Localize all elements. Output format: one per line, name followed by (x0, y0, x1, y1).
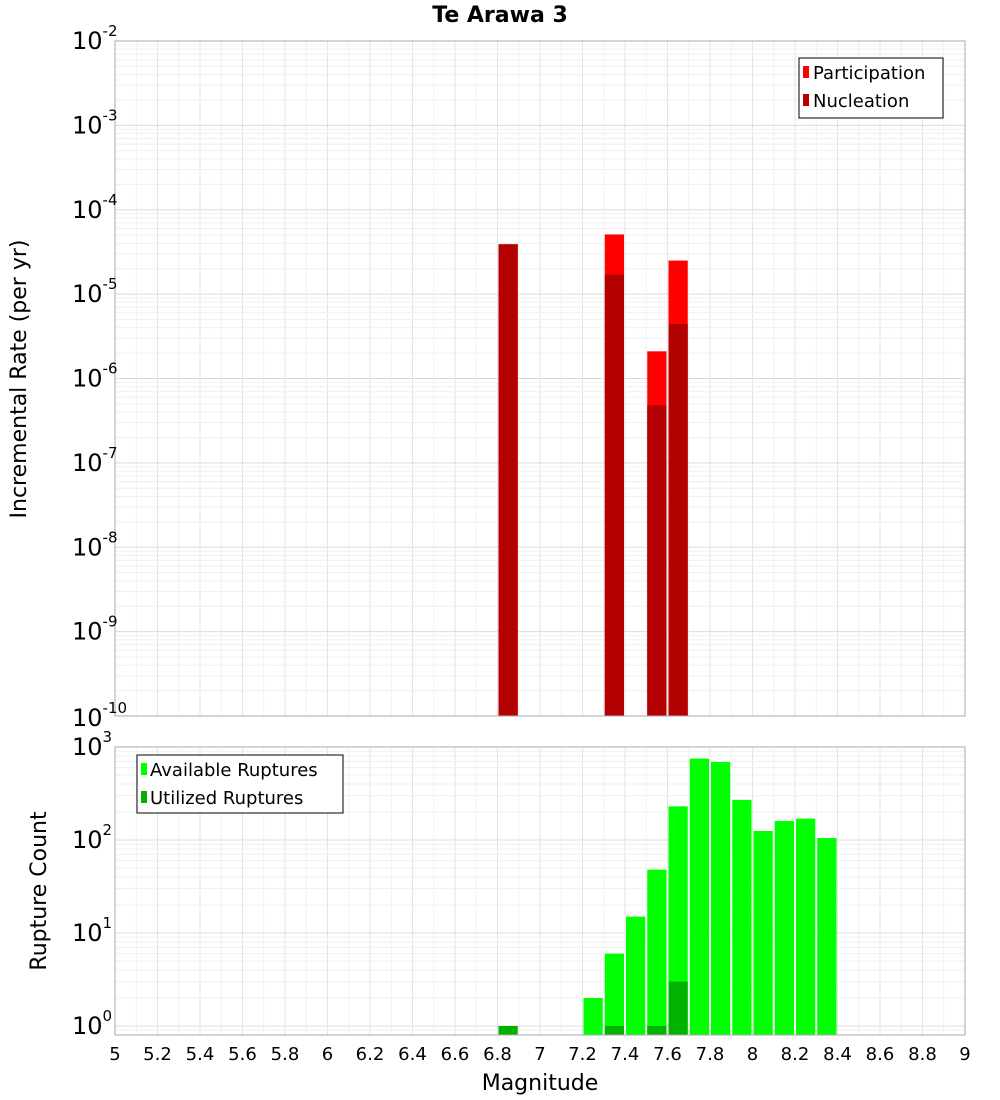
y-tick-label: 10-5 (72, 275, 118, 308)
legend-swatch-nucleation (803, 94, 809, 106)
y-tick-label: 10-4 (72, 191, 118, 224)
bar-utilized-ruptures (647, 1025, 667, 1035)
x-tick-label: 5.4 (186, 1044, 215, 1065)
rate-y-axis-label: Incremental Rate (per yr) (7, 240, 32, 519)
y-tick-label: 10-8 (72, 528, 118, 561)
bar-nucleation (498, 244, 518, 717)
bar-utilized-ruptures (668, 981, 688, 1035)
bar-nucleation (647, 405, 667, 716)
x-tick-label: 6 (322, 1044, 333, 1065)
x-tick-label: 7.6 (653, 1044, 682, 1065)
bar-available-ruptures (817, 838, 837, 1035)
bar-available-ruptures (796, 818, 816, 1035)
legend-swatch-participation (803, 66, 809, 78)
x-tick-label: 7.2 (568, 1044, 597, 1065)
bar-available-ruptures (711, 761, 731, 1035)
count-legend-box (136, 754, 344, 814)
x-tick-label: 7.8 (696, 1044, 725, 1065)
x-tick-label: 8.8 (908, 1044, 937, 1065)
y-tick-label: 102 (72, 821, 112, 854)
legend-label-available: Available Ruptures (150, 760, 318, 781)
rate-y-ticks: 10-10 10-9 10-8 10-7 10-6 10-5 10-4 10-3 10-2 (72, 22, 127, 732)
chart-title: Te Arawa 3 (432, 3, 568, 28)
rate-panel: 10-10 10-9 10-8 10-7 10-6 10-5 10-4 10-3 10-2 In… (7, 22, 966, 732)
bar-utilized-ruptures (498, 1025, 518, 1035)
bar-available-ruptures (732, 799, 752, 1035)
x-tick-label: 5 (109, 1044, 120, 1065)
x-tick-label: 8.2 (781, 1044, 810, 1065)
x-tick-label: 7.4 (611, 1044, 640, 1065)
x-axis-ticks: 5 5.2 5.4 5.6 5.8 6 6.2 6.4 6.6 6.8 7 7.2 7.4 7.6 7.8 8… (109, 1044, 970, 1065)
bar-available-ruptures (583, 997, 603, 1035)
y-tick-label: 10-2 (72, 22, 118, 55)
x-tick-label: 8.4 (823, 1044, 852, 1065)
y-tick-label: 10-9 (72, 613, 118, 646)
bar-available-ruptures (604, 953, 624, 1035)
rate-plot-border (114, 40, 966, 717)
y-tick-label: 101 (72, 914, 112, 947)
bar-utilized-ruptures (604, 1025, 624, 1035)
x-tick-label: 8 (747, 1044, 758, 1065)
rate-gridlines (114, 41, 966, 717)
x-tick-label: 6.4 (398, 1044, 427, 1065)
bar-available-ruptures (626, 916, 646, 1035)
bar-available-ruptures (647, 869, 667, 1035)
y-tick-label: 100 (72, 1007, 112, 1040)
x-tick-label: 6.8 (483, 1044, 512, 1065)
x-tick-label: 5.6 (228, 1044, 257, 1065)
count-bars (498, 758, 837, 1035)
x-tick-label: 5.8 (271, 1044, 300, 1065)
count-y-axis-label: Rupture Count (27, 811, 52, 971)
legend-label-participation: Participation (813, 63, 925, 84)
bar-available-ruptures (689, 758, 709, 1035)
x-tick-label: 6.6 (441, 1044, 470, 1065)
y-tick-label: 103 (72, 728, 112, 761)
bar-available-ruptures (753, 830, 773, 1035)
y-tick-label: 10-10 (72, 699, 127, 732)
y-tick-label: 10-6 (72, 360, 118, 393)
rate-bars (498, 234, 688, 717)
x-tick-label: 7 (534, 1044, 545, 1065)
rate-legend-box (798, 57, 944, 119)
legend-label-nucleation: Nucleation (813, 91, 909, 112)
y-tick-label: 10-3 (72, 106, 118, 139)
rate-legend: Participation Nucleation (798, 57, 944, 119)
count-panel: 100 101 102 103 Rupture Count Available Rup… (27, 728, 966, 1040)
x-tick-label: 5.2 (143, 1044, 172, 1065)
legend-swatch-available (141, 763, 147, 775)
y-tick-label: 10-7 (72, 444, 118, 477)
bar-nucleation (668, 324, 688, 716)
x-tick-label: 8.6 (866, 1044, 895, 1065)
count-y-ticks: 100 101 102 103 (72, 728, 112, 1040)
x-axis-label: Magnitude (482, 1071, 599, 1096)
legend-label-utilized: Utilized Ruptures (150, 788, 303, 809)
count-legend: Available Ruptures Utilized Ruptures (136, 754, 344, 814)
count-plot-border (114, 746, 966, 1036)
bar-available-ruptures (668, 806, 688, 1035)
x-tick-label: 6.2 (356, 1044, 385, 1065)
bar-nucleation (604, 274, 624, 716)
bar-available-ruptures (774, 821, 794, 1035)
legend-swatch-utilized (141, 791, 147, 803)
x-tick-label: 9 (959, 1044, 970, 1065)
